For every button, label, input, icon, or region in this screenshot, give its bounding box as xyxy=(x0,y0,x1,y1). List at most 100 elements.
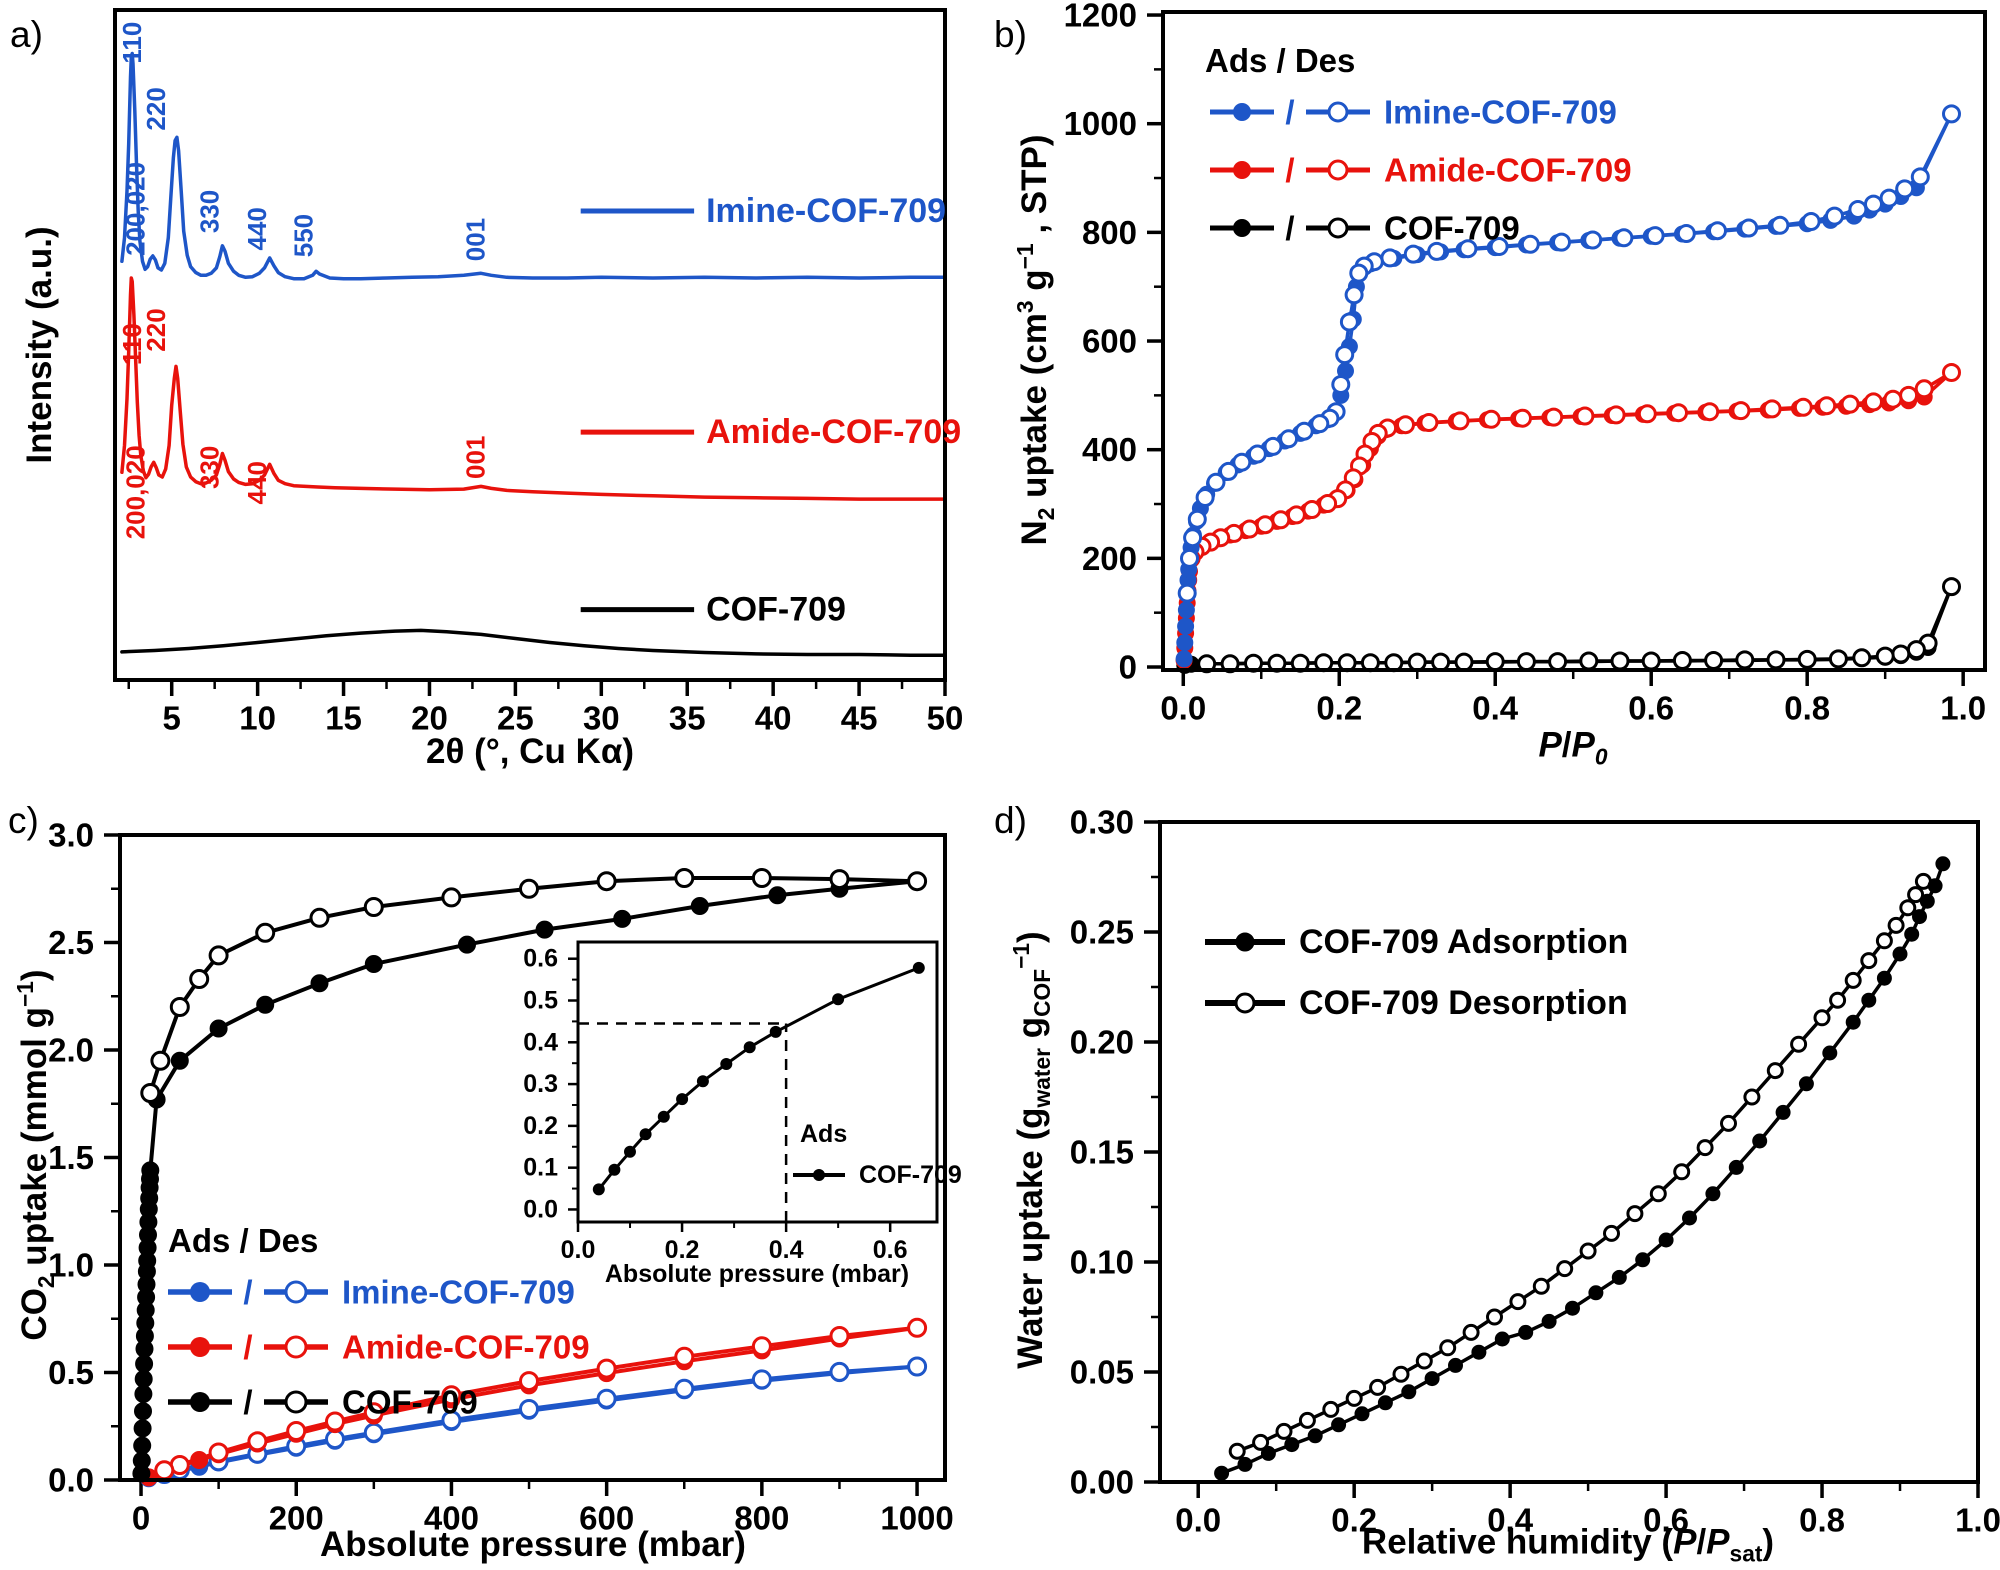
svg-text:1000: 1000 xyxy=(880,1499,953,1536)
svg-text:800: 800 xyxy=(1082,214,1137,251)
panel-b-x-axis-label: P/P0 xyxy=(1538,725,1608,770)
svg-text:/: / xyxy=(243,1384,252,1421)
svg-text:COF-709: COF-709 xyxy=(706,591,846,629)
svg-text:550: 550 xyxy=(289,214,319,257)
svg-text:COF-709: COF-709 xyxy=(1384,210,1520,247)
svg-text:2.0: 2.0 xyxy=(48,1032,94,1069)
svg-text:25: 25 xyxy=(497,699,534,736)
svg-text:200,020: 200,020 xyxy=(121,445,151,539)
svg-text:1000: 1000 xyxy=(1064,105,1137,142)
svg-text:0.30: 0.30 xyxy=(1070,804,1134,841)
svg-text:35: 35 xyxy=(669,699,706,736)
svg-text:Imine-COF-709: Imine-COF-709 xyxy=(706,192,946,230)
svg-text:Amide-COF-709: Amide-COF-709 xyxy=(342,1329,590,1366)
panel-b-y-axis-label: N2 uptake (cm3 g−1 , STP) xyxy=(1012,134,1059,546)
svg-text:330: 330 xyxy=(194,446,224,489)
svg-text:800: 800 xyxy=(734,1499,789,1536)
panel-c-x-axis-label: Absolute pressure (mbar) xyxy=(320,1525,746,1564)
pxrd-chart-panel-a: 5 10 15 20 25 30 35 40 45 50 110 200,020 220 330 440 55… xyxy=(113,8,964,736)
svg-text:/: / xyxy=(243,1329,252,1366)
svg-text:330: 330 xyxy=(194,190,224,233)
panel-d-y-axis-label: Water uptake (gwater gCOF−1) xyxy=(1008,931,1055,1369)
svg-text:/: / xyxy=(1285,210,1294,247)
panel-a-x-axis-label: 2θ (°, Cu Kα) xyxy=(425,732,635,771)
svg-text:0.2: 0.2 xyxy=(1316,689,1362,726)
svg-text:200: 200 xyxy=(1082,540,1137,577)
svg-text:0.0: 0.0 xyxy=(523,1195,558,1223)
svg-text:0.5: 0.5 xyxy=(523,987,558,1015)
svg-text:1.0: 1.0 xyxy=(1955,1501,2000,1538)
svg-text:COF-709: COF-709 xyxy=(859,1161,962,1189)
svg-text:220: 220 xyxy=(141,87,171,130)
svg-text:0: 0 xyxy=(132,1499,150,1536)
svg-text:45: 45 xyxy=(841,699,878,736)
svg-text:0.2: 0.2 xyxy=(665,1236,700,1264)
svg-text:0.8: 0.8 xyxy=(1784,689,1830,726)
svg-text:0.6: 0.6 xyxy=(523,945,558,973)
svg-text:0.3: 0.3 xyxy=(523,1070,558,1098)
svg-text:50: 50 xyxy=(927,699,964,736)
svg-text:0.20: 0.20 xyxy=(1070,1024,1134,1061)
svg-text:0.2: 0.2 xyxy=(1331,1501,1377,1538)
svg-text:001: 001 xyxy=(460,436,490,479)
svg-text:Ads / Des: Ads / Des xyxy=(1205,42,1355,79)
svg-text:15: 15 xyxy=(325,699,362,736)
svg-text:Ads / Des: Ads / Des xyxy=(168,1222,318,1259)
svg-text:0.05: 0.05 xyxy=(1070,1354,1134,1391)
svg-text:0.1: 0.1 xyxy=(523,1154,558,1182)
svg-text:0.8: 0.8 xyxy=(1799,1501,1845,1538)
svg-text:0.0: 0.0 xyxy=(1175,1501,1221,1538)
svg-text:0.0: 0.0 xyxy=(1160,689,1206,726)
svg-text:110: 110 xyxy=(117,323,147,365)
svg-text:400: 400 xyxy=(424,1499,479,1536)
svg-text:Imine-COF-709: Imine-COF-709 xyxy=(342,1274,575,1311)
panel-label-a: a) xyxy=(10,14,43,55)
svg-text:0.6: 0.6 xyxy=(1628,689,1674,726)
svg-text:0.15: 0.15 xyxy=(1070,1134,1134,1171)
svg-text:40: 40 xyxy=(755,699,792,736)
svg-text:440: 440 xyxy=(242,207,272,250)
svg-text:/: / xyxy=(1285,152,1294,189)
svg-text:30: 30 xyxy=(583,699,620,736)
svg-text:10: 10 xyxy=(239,699,276,736)
panel-a-y-axis-label: Intensity (a.u.) xyxy=(20,226,59,464)
svg-text:0.0: 0.0 xyxy=(561,1236,596,1264)
svg-text:1200: 1200 xyxy=(1064,0,1137,34)
svg-text:COF-709: COF-709 xyxy=(342,1384,478,1421)
svg-text:0.25: 0.25 xyxy=(1070,914,1134,951)
svg-text:Absolute pressure (mbar): Absolute pressure (mbar) xyxy=(605,1260,909,1288)
svg-text:0: 0 xyxy=(1119,649,1137,686)
svg-text:0.4: 0.4 xyxy=(1487,1501,1534,1538)
svg-text:0.0: 0.0 xyxy=(48,1462,94,1499)
svg-text:110: 110 xyxy=(117,22,147,64)
water-isotherm-chart-panel-d: 0.0 0.2 0.4 0.6 0.8 1.0 0.00 0.05 0.10 0.15 0.20 0.… xyxy=(1070,804,2000,1539)
svg-text:0.4: 0.4 xyxy=(523,1028,558,1056)
svg-text:220: 220 xyxy=(141,308,171,351)
panel-label-d: d) xyxy=(994,800,1027,841)
n2-isotherm-chart-panel-b: 0.0 0.2 0.4 0.6 0.8 1.0 0 200 400 600 800 1000 1200 A… xyxy=(1064,0,1987,726)
co2-isotherm-chart-panel-c: 0 200 400 600 800 1000 0.0 0.5 1.0 1.5 2.0 2.5 3.0 Ad… xyxy=(48,817,962,1537)
svg-text:1.0: 1.0 xyxy=(48,1247,94,1284)
svg-text:Amide-COF-709: Amide-COF-709 xyxy=(1384,152,1632,189)
svg-text:0.4: 0.4 xyxy=(1472,689,1519,726)
svg-text:COF-709 Adsorption: COF-709 Adsorption xyxy=(1299,923,1628,961)
panel-label-b: b) xyxy=(994,14,1027,55)
svg-text:400: 400 xyxy=(1082,431,1137,468)
svg-text:0.00: 0.00 xyxy=(1070,1464,1134,1501)
svg-text:/: / xyxy=(1285,94,1294,131)
svg-text:440: 440 xyxy=(242,461,272,504)
svg-text:20: 20 xyxy=(411,699,448,736)
svg-text:001: 001 xyxy=(460,218,490,261)
panel-c-y-axis-label: CO2 uptake (mmol g−1) xyxy=(12,969,59,1341)
svg-text:COF-709 Desorption: COF-709 Desorption xyxy=(1299,984,1628,1022)
svg-text:0.10: 0.10 xyxy=(1070,1244,1134,1281)
svg-text:1.0: 1.0 xyxy=(1940,689,1986,726)
svg-text:Ads: Ads xyxy=(800,1120,847,1148)
svg-text:200,020: 200,020 xyxy=(121,162,151,256)
svg-text:Amide-COF-709: Amide-COF-709 xyxy=(706,413,961,451)
svg-text:0.6: 0.6 xyxy=(873,1236,908,1264)
svg-text:1.5: 1.5 xyxy=(48,1139,94,1176)
svg-text:0.4: 0.4 xyxy=(769,1236,804,1264)
svg-text:600: 600 xyxy=(1082,323,1137,360)
